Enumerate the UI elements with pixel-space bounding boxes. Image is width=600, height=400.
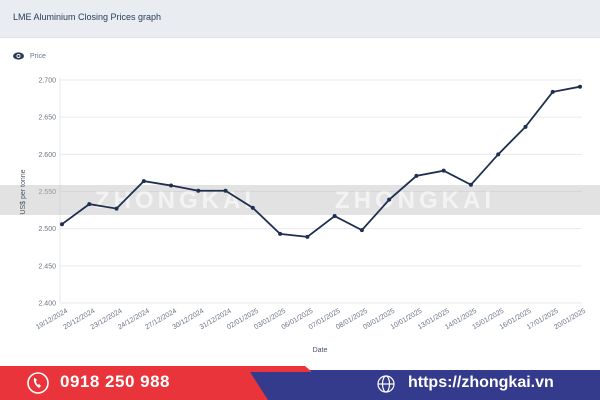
data-point[interactable] xyxy=(114,206,119,211)
data-point[interactable] xyxy=(332,214,337,219)
eye-icon xyxy=(13,52,24,60)
chart-header: LME Aluminium Closing Prices graph xyxy=(0,0,600,38)
data-point[interactable] xyxy=(468,182,473,187)
globe-icon xyxy=(377,375,395,393)
legend-label: Price xyxy=(30,52,46,60)
y-tick-label: 2.500 xyxy=(38,226,56,233)
website-link[interactable]: https://zhongkai.vn xyxy=(408,374,554,391)
footer-banner xyxy=(0,366,600,400)
data-point[interactable] xyxy=(169,183,174,188)
phone-number-link[interactable]: 0918 250 988 xyxy=(60,372,170,391)
data-point[interactable] xyxy=(87,202,92,207)
data-point[interactable] xyxy=(196,188,201,193)
data-point[interactable] xyxy=(414,173,419,178)
data-point[interactable] xyxy=(223,188,228,193)
y-tick-label: 2.650 xyxy=(38,115,56,122)
y-tick-label: 2.700 xyxy=(38,78,56,85)
data-point[interactable] xyxy=(496,152,501,157)
data-point[interactable] xyxy=(523,124,528,129)
data-point[interactable] xyxy=(578,84,582,89)
chart-title: LME Aluminium Closing Prices graph xyxy=(13,12,162,22)
y-tick-label: 2.600 xyxy=(38,152,56,159)
phone-icon xyxy=(27,372,49,394)
data-point[interactable] xyxy=(141,179,146,184)
line-chart: 2.400 2.450 2.500 2.550 2.600 2.650 2.700 ZHON… xyxy=(0,78,600,354)
data-point[interactable] xyxy=(278,231,283,236)
y-tick-label: 2.550 xyxy=(38,189,56,196)
y-tick-label: 2.400 xyxy=(38,301,56,308)
y-tick-label: 2.450 xyxy=(38,263,56,270)
data-point[interactable] xyxy=(359,228,364,233)
price-line xyxy=(61,85,581,238)
data-point[interactable] xyxy=(441,168,446,173)
data-point[interactable] xyxy=(250,205,255,210)
legend-item-price[interactable]: Price xyxy=(13,52,46,60)
watermark-text: ZHONGKAI xyxy=(335,187,495,214)
watermark-band xyxy=(0,185,600,215)
watermark-text: ZHONGKAI xyxy=(95,187,255,214)
y-axis-label: US$ per tonne xyxy=(20,169,27,214)
data-point[interactable] xyxy=(550,89,555,94)
data-point[interactable] xyxy=(387,197,392,202)
data-point[interactable] xyxy=(305,234,310,239)
data-point[interactable] xyxy=(60,222,64,227)
x-axis-label: Date xyxy=(313,347,328,354)
